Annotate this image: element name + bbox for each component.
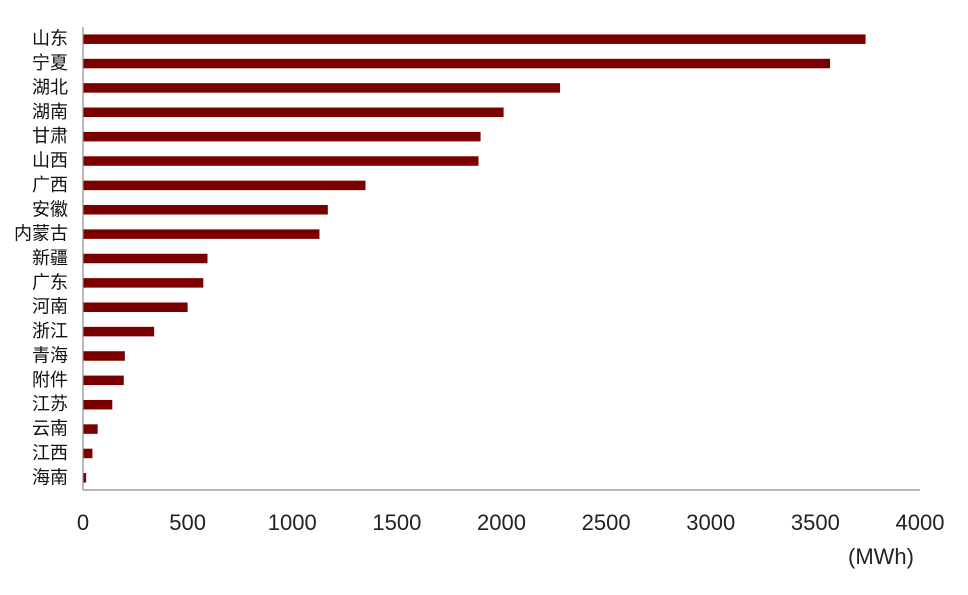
- category-label: 安徽: [32, 199, 68, 220]
- x-tick-label: 4000: [896, 510, 945, 535]
- bar: [83, 156, 479, 166]
- category-label: 云南: [32, 419, 68, 440]
- bar: [83, 180, 366, 191]
- bar: [83, 131, 481, 142]
- category-label: 江苏: [32, 394, 68, 415]
- category-label: 浙江: [32, 321, 68, 342]
- bar: [83, 83, 561, 93]
- category-label: 湖南: [32, 102, 68, 123]
- bar: [83, 448, 93, 459]
- x-tick-label: 2000: [477, 510, 526, 535]
- category-label: 新疆: [32, 248, 68, 269]
- bar: [83, 229, 320, 239]
- category-label: 广西: [32, 175, 68, 196]
- x-tick-label: 0: [77, 510, 89, 535]
- category-label: 宁夏: [32, 53, 68, 74]
- category-label: 山西: [32, 151, 68, 172]
- bar: [83, 58, 831, 69]
- x-tick-label: 500: [169, 510, 206, 535]
- category-label: 甘肃: [32, 126, 68, 147]
- bar: [83, 351, 125, 361]
- bar: [83, 205, 328, 215]
- bar: [83, 424, 98, 434]
- x-tick-labels-group: 0 500 1000 1500 2000 2500 3000 3500 4000: [77, 510, 945, 535]
- category-label: 山东: [32, 29, 68, 50]
- bar: [83, 473, 87, 483]
- category-label: 河南: [32, 297, 68, 318]
- x-tick-label: 3500: [791, 510, 840, 535]
- x-tick-label: 1500: [372, 510, 421, 535]
- category-label: 附件: [32, 370, 68, 391]
- category-label: 海南: [32, 467, 68, 488]
- category-label: 广东: [32, 272, 68, 293]
- x-tick-label: 3000: [686, 510, 735, 535]
- bar: [83, 326, 155, 337]
- category-label: 湖北: [32, 77, 68, 98]
- bars-group: [83, 34, 866, 483]
- bar: [83, 253, 208, 264]
- bar: [83, 107, 504, 118]
- x-tick-label: 1000: [268, 510, 317, 535]
- bar: [83, 302, 188, 312]
- bar: [83, 375, 124, 386]
- category-label: 内蒙古: [14, 224, 68, 245]
- bar: [83, 399, 113, 410]
- category-label: 江西: [32, 443, 68, 464]
- bar: [83, 34, 866, 44]
- category-label: 青海: [32, 345, 68, 366]
- bar: [83, 278, 204, 288]
- x-axis-unit-label: (MWh): [848, 544, 914, 569]
- x-tick-label: 2500: [582, 510, 631, 535]
